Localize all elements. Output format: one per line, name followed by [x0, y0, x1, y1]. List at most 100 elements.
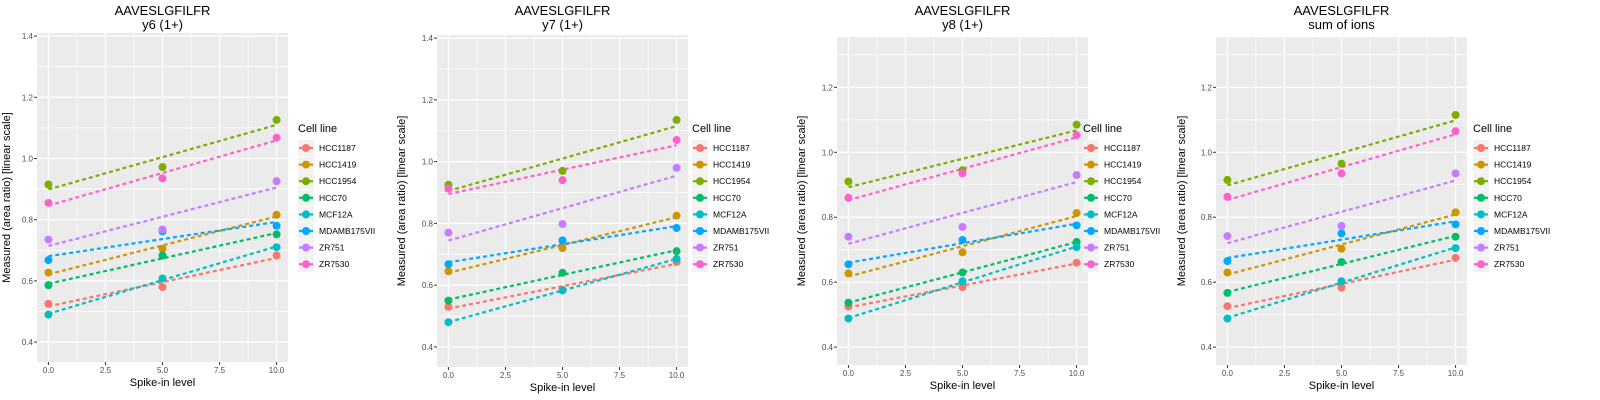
legend-item: HCC1187 [1083, 140, 1141, 156]
legend-key-point [1087, 160, 1095, 169]
y-tick-label: 0.8 [822, 213, 834, 222]
data-point-hcc1419 [444, 267, 453, 276]
data-point-zr7530 [444, 184, 453, 193]
data-point-zr751 [44, 235, 53, 244]
legend-label: HCC1419 [713, 160, 751, 170]
x-axis-title: Spike-in level [530, 382, 595, 394]
y-axis-title: Measured (area ratio) [linear scale] [396, 116, 408, 287]
legend-item: ZR7530 [298, 256, 350, 273]
legend-item: MDAMB175VII [298, 223, 375, 239]
data-point-hcc70 [1223, 288, 1232, 297]
data-point-mdamb175vii [672, 224, 681, 233]
y-tick-label: 1.0 [1201, 148, 1213, 157]
legend-item: HCC1419 [298, 156, 357, 173]
legend-item: HCC70 [298, 189, 347, 206]
legend-item: HCC1187 [692, 140, 750, 156]
x-tick-label: 7.5 [1014, 369, 1026, 378]
fit-line-hcc70 [448, 249, 677, 301]
fit-line-hcc1187 [848, 262, 1077, 309]
data-point-zr751 [272, 177, 281, 186]
legend-label: MCF12A [1104, 209, 1138, 219]
data-point-hcc1419 [1072, 209, 1081, 218]
legend-key-point [302, 160, 310, 169]
data-point-mcf12a [444, 318, 453, 327]
data-point-zr7530 [558, 176, 567, 185]
y-tick-label: 0.6 [422, 281, 434, 290]
legend-key-point [696, 177, 704, 186]
legend-key-point [1477, 144, 1485, 152]
data-point-hcc1419 [1451, 208, 1460, 217]
legend-item: ZR751 [1473, 239, 1520, 256]
legend-label: ZR751 [319, 243, 345, 253]
legend-item: MCF12A [692, 206, 747, 223]
legend-item: MCF12A [1083, 206, 1138, 223]
chart-title: AAVESLGFILFR [515, 3, 611, 18]
x-tick-label: 7.5 [1393, 369, 1405, 378]
fit-line-mcf12a [448, 257, 677, 324]
legend-label: HCC1954 [713, 176, 751, 186]
data-point-mcf12a [1451, 244, 1460, 253]
legend-key-point [1477, 177, 1485, 186]
legend-item: HCC1954 [1473, 173, 1532, 190]
y-tick-label: 0.4 [822, 343, 834, 352]
legend-label: ZR7530 [713, 259, 744, 269]
data-point-hcc1419 [1337, 244, 1346, 253]
x-tick-label: 5.0 [957, 369, 969, 378]
data-point-zr7530 [1223, 192, 1232, 201]
data-point-mdamb175vii [1072, 221, 1081, 230]
data-point-hcc70 [1337, 258, 1346, 267]
y-axis-title: Measured (area ratio) [linear scale] [1176, 116, 1188, 287]
legend-key-point [302, 177, 310, 186]
data-point-zr751 [158, 225, 167, 234]
data-point-mcf12a [1223, 314, 1232, 323]
chart-subtitle: y8 (1+) [942, 17, 983, 32]
data-point-hcc1419 [1223, 268, 1232, 277]
data-point-hcc1187 [272, 251, 281, 260]
legend-key-point [302, 227, 310, 235]
legend-label: HCC1954 [1104, 176, 1142, 186]
fit-line-mdamb175vii [1227, 220, 1456, 260]
fit-line-zr751 [48, 186, 277, 248]
legend-key-point [302, 210, 310, 219]
x-tick-label: 5.0 [157, 366, 169, 375]
legend-title: Cell line [692, 123, 731, 135]
data-point-mcf12a [272, 243, 281, 252]
data-point-mdamb175vii [1223, 257, 1232, 266]
chart-title: AAVESLGFILFR [1294, 3, 1390, 18]
data-point-hcc1187 [1072, 258, 1081, 267]
legend-key-point [302, 243, 310, 252]
chart-subtitle: sum of ions [1308, 17, 1375, 32]
data-point-hcc1954 [44, 180, 53, 189]
data-point-hcc1419 [44, 268, 53, 277]
legend-key-point [696, 210, 704, 219]
data-point-mcf12a [1337, 277, 1346, 286]
data-point-hcc1419 [272, 210, 281, 219]
x-tick-label: 0.0 [443, 371, 455, 380]
legend-key-point [696, 260, 704, 269]
legend-label: HCC1187 [1494, 143, 1531, 153]
chart-subtitle: y6 (1+) [142, 17, 183, 32]
data-point-hcc70 [44, 281, 53, 290]
legend-label: HCC1187 [1104, 143, 1141, 153]
fit-line-mcf12a [48, 245, 277, 315]
y-tick-label: 1.2 [422, 96, 434, 105]
fit-line-hcc1419 [48, 215, 277, 276]
legend-item: ZR7530 [1473, 256, 1525, 273]
data-point-hcc1954 [1451, 110, 1460, 119]
data-point-hcc1954 [672, 115, 681, 124]
data-point-zr751 [1451, 169, 1460, 178]
data-point-hcc1187 [158, 283, 167, 292]
y-tick-label: 0.6 [822, 278, 834, 287]
legend-label: ZR7530 [1494, 259, 1525, 269]
legend-label: MCF12A [1494, 209, 1528, 219]
fit-line-zr751 [1227, 179, 1456, 245]
legend-key-point [1087, 210, 1095, 219]
legend-item: HCC1419 [1473, 156, 1532, 173]
data-point-mdamb175vii [44, 256, 53, 265]
legend-item: ZR7530 [692, 256, 744, 273]
legend-item: HCC1419 [1083, 156, 1142, 173]
data-point-hcc1954 [272, 115, 281, 124]
